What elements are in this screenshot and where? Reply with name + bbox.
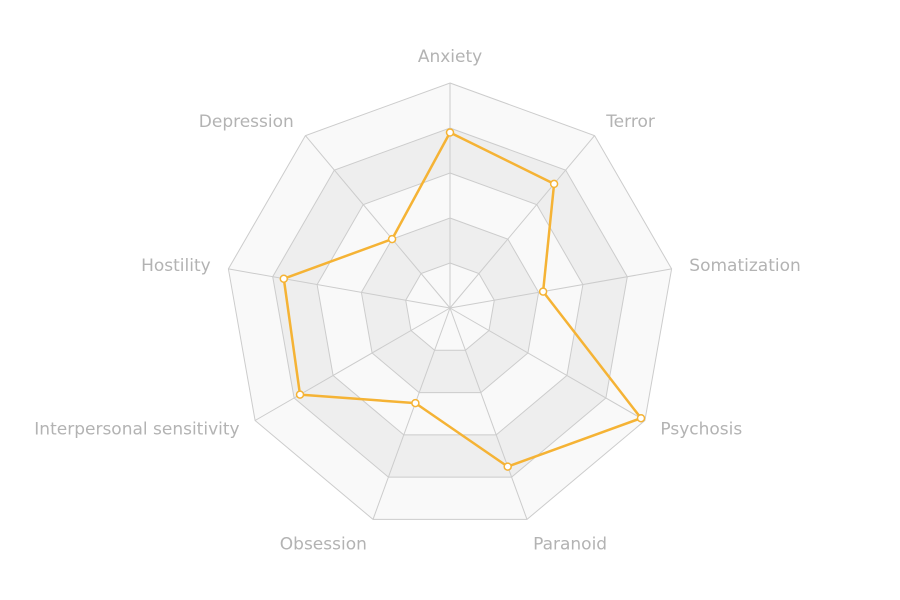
data-point-paranoid[interactable] <box>503 462 512 471</box>
axis-label-hostility: Hostility <box>141 256 211 276</box>
series-line <box>282 131 643 468</box>
radar-ring-1 <box>405 262 495 351</box>
radar-ring-4 <box>272 127 628 478</box>
data-point-terror[interactable] <box>549 179 559 189</box>
radar-spoke-5 <box>372 307 451 520</box>
axis-label-paranoid: Paranoid <box>533 534 607 554</box>
radar-spoke-3 <box>449 307 646 421</box>
data-point-psychosis[interactable] <box>636 413 646 423</box>
radar-ring-5 <box>227 82 673 520</box>
data-point-somatization[interactable] <box>538 287 548 296</box>
radar-band-3 <box>317 173 583 435</box>
axis-label-anxiety: Anxiety <box>418 47 482 67</box>
radar-axis-labels: Anxiety Terror Somatization Psychosis Parano… <box>34 47 800 554</box>
axis-label-psychosis: Psychosis <box>660 420 742 440</box>
radar-spoke-1 <box>449 135 595 309</box>
data-point-depression[interactable] <box>387 234 397 244</box>
data-point-obsession[interactable] <box>411 398 420 408</box>
radar-spoke-7 <box>228 268 451 309</box>
radar-ring-2 <box>360 217 540 394</box>
radar-spoke-4 <box>449 307 528 520</box>
radar-spoke-6 <box>254 307 451 421</box>
radar-bands <box>228 83 672 520</box>
radar-ring-3 <box>316 172 584 436</box>
data-point-interpersonal-sensitivity[interactable] <box>295 390 305 399</box>
data-point-anxiety[interactable] <box>445 128 455 137</box>
radar-spoke-8 <box>305 135 451 309</box>
data-point-hostility[interactable] <box>279 274 289 283</box>
radar-spoke-2 <box>449 268 672 309</box>
axis-label-obsession: Obsession <box>280 534 367 554</box>
axis-label-depression: Depression <box>199 112 294 132</box>
radar-series <box>279 128 646 471</box>
axis-label-somatization: Somatization <box>689 256 800 276</box>
radar-band-2 <box>361 218 539 393</box>
radar-axes <box>227 82 673 520</box>
axis-label-terror: Terror <box>605 112 655 132</box>
axis-label-interpersonal-sensitivity: Interpersonal sensitivity <box>34 420 239 440</box>
